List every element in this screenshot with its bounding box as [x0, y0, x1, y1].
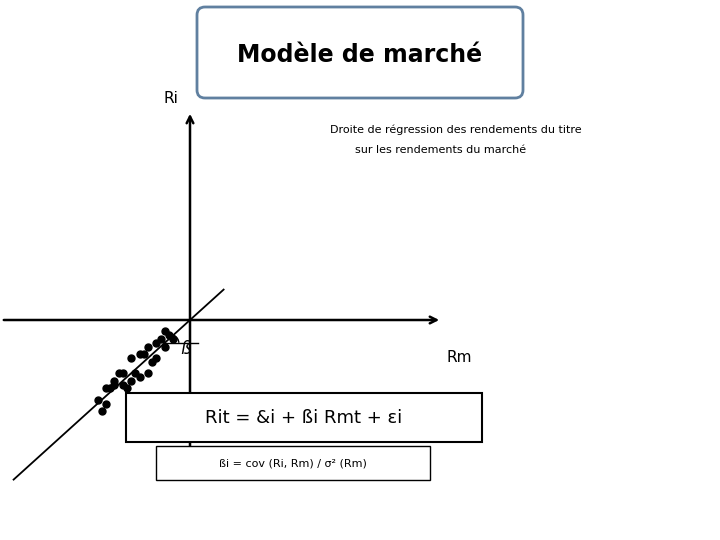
Text: Rit = &i + ßi Rmt + εi: Rit = &i + ßi Rmt + εi [205, 409, 402, 427]
Text: Rm: Rm [447, 350, 472, 365]
FancyBboxPatch shape [197, 7, 523, 98]
Text: ßi = cov (Ri, Rm) / σ² (Rm): ßi = cov (Ri, Rm) / σ² (Rm) [219, 458, 367, 468]
FancyBboxPatch shape [156, 446, 430, 480]
Text: sur les rendements du marché: sur les rendements du marché [355, 145, 526, 155]
Text: Ri: Ri [163, 91, 178, 106]
Text: Modèle de marché: Modèle de marché [238, 43, 482, 67]
FancyBboxPatch shape [126, 393, 482, 442]
Text: ß: ß [180, 340, 191, 357]
Text: Droite de régression des rendements du titre: Droite de régression des rendements du t… [330, 125, 582, 135]
